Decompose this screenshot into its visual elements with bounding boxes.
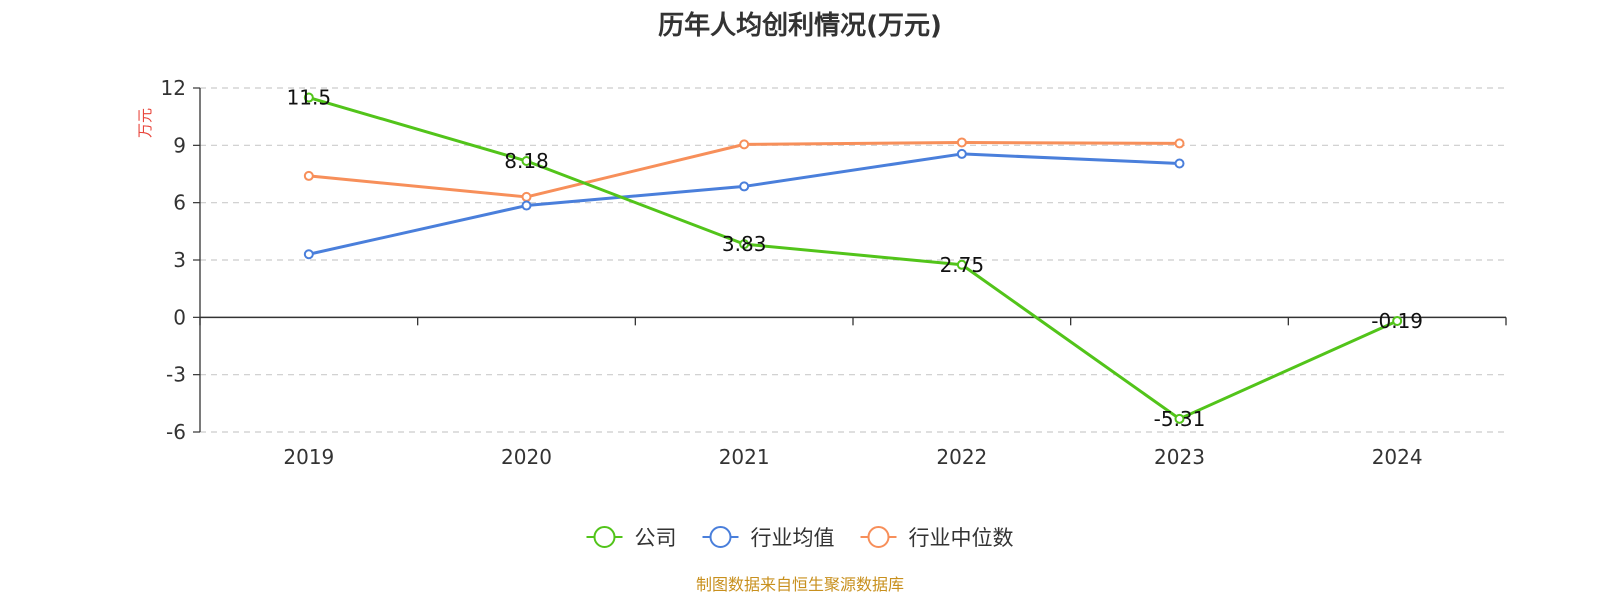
legend-marker	[709, 526, 732, 548]
data-label: 11.5	[287, 86, 332, 110]
legend-label: 行业均值	[751, 526, 835, 550]
source-note: 制图数据来自恒生聚源数据库	[696, 575, 904, 594]
y-tick-label: 12	[161, 76, 186, 100]
data-point	[956, 137, 967, 148]
data-point	[521, 156, 532, 167]
data-label: -0.19	[1371, 309, 1423, 333]
data-point	[1174, 138, 1185, 149]
x-tick-label: 2021	[719, 445, 770, 469]
data-point	[1174, 158, 1185, 169]
data-label: 2.75	[940, 253, 985, 277]
y-tick-label: 3	[173, 248, 186, 272]
x-tick-label: 2020	[501, 445, 552, 469]
data-point	[1392, 315, 1403, 326]
data-point	[739, 139, 750, 150]
data-point	[739, 181, 750, 192]
data-label: -5.31	[1154, 407, 1206, 431]
data-point	[303, 249, 314, 260]
data-point	[956, 259, 967, 270]
x-ticks: 2019 2020 2021 2022 2023 2024	[199, 317, 1507, 469]
data-point	[1174, 413, 1185, 424]
x-tick-label: 2024	[1372, 445, 1423, 469]
data-point	[739, 239, 750, 250]
data-point	[521, 200, 532, 211]
series-line	[308, 96, 1398, 421]
chart-title: 历年人均创利情况(万元)	[658, 10, 942, 41]
series	[303, 92, 1403, 424]
legend-marker	[867, 526, 890, 548]
data-label: 8.18	[504, 149, 549, 173]
legend-marker	[593, 526, 616, 548]
data-label: 3.83	[722, 232, 767, 256]
x-tick-label: 2019	[283, 445, 334, 469]
data-point	[956, 148, 967, 159]
x-tick-label: 2023	[1154, 445, 1205, 469]
data-point	[303, 92, 314, 103]
legend-label: 行业中位数	[909, 526, 1014, 550]
grid	[200, 87, 1506, 433]
data-labels: 11.5 8.18 3.83 2.75 -5.31 -0.19	[287, 86, 1423, 431]
y-tick-label: 6	[173, 191, 186, 215]
y-axis-label: 万元	[136, 108, 154, 138]
legend[interactable]: 公司 行业均值 行业中位数	[586, 526, 1014, 550]
y-ticks: 12 9 6 3 0 -3 -6	[161, 76, 200, 444]
legend-label: 公司	[635, 526, 677, 550]
data-point	[521, 191, 532, 202]
y-tick-label: 9	[173, 133, 186, 157]
data-point	[303, 170, 314, 181]
y-tick-label: 0	[173, 305, 186, 329]
y-tick-label: -3	[166, 363, 186, 387]
x-tick-label: 2022	[936, 445, 987, 469]
y-tick-label: -6	[166, 420, 186, 444]
